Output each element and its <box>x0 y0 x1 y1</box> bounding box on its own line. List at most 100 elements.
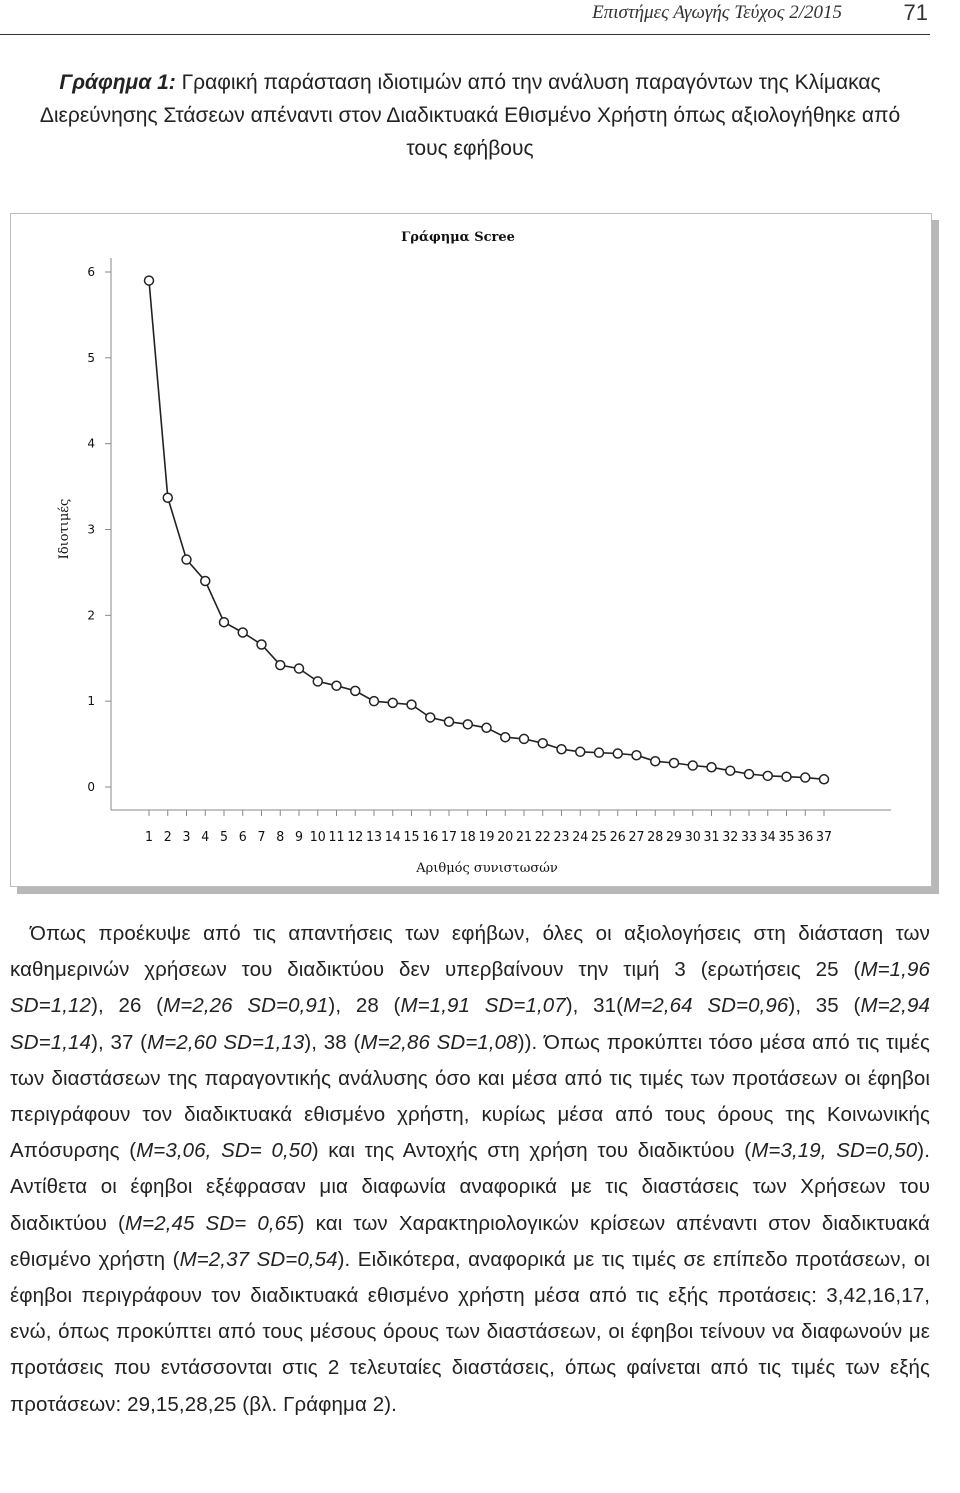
data-point-marker <box>575 746 586 758</box>
x-tick-label: 25 <box>591 830 607 845</box>
stat-value: M=1,96 SD=1,12 <box>10 958 930 1018</box>
data-point-marker <box>387 697 398 709</box>
x-tick-label: 15 <box>404 830 420 845</box>
data-point-marker <box>425 712 436 723</box>
data-point-marker <box>331 680 342 691</box>
x-tick-label: 1 <box>145 830 153 845</box>
data-point-marker <box>481 722 492 734</box>
data-point-marker <box>200 575 211 587</box>
data-point-marker <box>237 627 248 638</box>
stat-value: M=1,91 SD=1,07 <box>400 994 566 1018</box>
x-tick-label: 34 <box>760 830 776 845</box>
x-axis-ticks: 1 2 3 4 5 6 7 8 9 10 11 12 13 14 15 16 17 18 19 20 21 22 23 24 2… <box>145 810 832 845</box>
x-tick-label: 20 <box>497 830 513 845</box>
x-tick-label: 10 <box>310 830 326 845</box>
data-point-marker <box>725 765 736 776</box>
x-tick-label: 13 <box>366 830 382 845</box>
x-tick-label: 16 <box>422 830 438 845</box>
x-tick-label: 3 <box>183 830 191 845</box>
stat-value: M=2,64 SD=0,96 <box>623 994 789 1018</box>
page-number: 71 <box>903 0 928 25</box>
x-tick-label: 33 <box>741 830 757 845</box>
x-tick-label: 8 <box>276 830 284 845</box>
data-point-marker <box>293 663 305 674</box>
scree-plot: Γράφημα Scree Ιδιοτιμές Αριθμός συνιστωσ… <box>57 230 891 876</box>
data-point-marker <box>518 733 530 745</box>
stat-value: M=3,06, SD= 0,50 <box>136 1139 312 1163</box>
x-tick-label: 6 <box>239 830 247 845</box>
figure-label: Γράφημα 1: <box>59 71 176 94</box>
text-run: ), 31( <box>565 994 624 1018</box>
x-tick-label: 37 <box>816 830 832 845</box>
x-tick-label: 22 <box>535 830 551 845</box>
data-point-marker <box>593 747 605 758</box>
stat-value: M=3,19, SD=0,50 <box>751 1139 918 1163</box>
text-run: ). Αντίθετα οι έφηβοι εξέφρασαν μια διαφ… <box>10 1139 930 1235</box>
x-tick-label: 12 <box>347 830 363 845</box>
y-tick-label: 6 <box>87 265 95 279</box>
x-tick-label: 11 <box>329 830 345 845</box>
paragraph: Όπως προέκυψε από τις απαντήσεις των εφή… <box>10 916 930 1423</box>
data-point-marker <box>406 699 417 710</box>
stat-value: M=2,86 SD=1,08 <box>360 1030 518 1054</box>
eigenvalue-points <box>143 275 830 785</box>
y-axis-label: Ιδιοτιμές <box>57 499 72 560</box>
x-tick-label: 28 <box>647 830 663 845</box>
data-point-marker <box>612 748 623 759</box>
x-tick-label: 26 <box>610 830 626 845</box>
data-point-marker <box>143 275 155 286</box>
x-tick-label: 17 <box>441 830 457 845</box>
eigenvalue-series-line <box>148 280 825 781</box>
data-point-marker <box>256 639 267 650</box>
x-tick-label: 24 <box>572 830 588 845</box>
x-tick-label: 14 <box>385 830 401 845</box>
x-tick-label: 30 <box>685 830 701 845</box>
text-run: )). Όπως προκύπτει τόσο μέσα από τις τιμ… <box>10 1030 930 1163</box>
data-point-marker <box>668 757 680 769</box>
x-tick-label: 7 <box>258 830 266 845</box>
data-point-marker <box>762 770 773 782</box>
data-point-marker <box>818 774 830 785</box>
text-run: ), 37 ( <box>91 1030 148 1054</box>
x-tick-label: 21 <box>516 830 532 845</box>
data-point-marker <box>181 554 192 565</box>
x-tick-label: 4 <box>201 830 209 845</box>
x-tick-label: 27 <box>629 830 645 845</box>
x-tick-label: 29 <box>666 830 682 845</box>
stat-value: M=2,94 SD=1,14 <box>10 994 930 1054</box>
data-point-marker <box>500 731 511 743</box>
stat-value: M=2,60 SD=1,13 <box>147 1030 305 1054</box>
data-point-marker <box>537 737 548 749</box>
data-point-marker <box>631 749 642 761</box>
y-axis-ticks: 0 1 2 3 4 5 6 <box>87 265 111 794</box>
text-run: ) και των Χαρακτηριολογικών κρίσεων απέν… <box>10 1211 930 1271</box>
x-tick-label: 9 <box>295 830 303 845</box>
figure-caption: Γράφημα 1: Γραφική παράσταση ιδιοτιμών α… <box>20 66 920 165</box>
body-text: Όπως προέκυψε από τις απαντήσεις των εφή… <box>10 916 930 1423</box>
data-point-marker <box>350 685 361 697</box>
data-point-marker <box>218 616 230 628</box>
data-point-marker <box>368 695 380 707</box>
x-tick-label: 2 <box>164 830 172 845</box>
y-tick-label: 1 <box>87 694 95 708</box>
data-point-marker <box>162 492 173 503</box>
x-tick-label: 19 <box>479 830 495 845</box>
x-tick-label: 5 <box>220 830 228 845</box>
text-run: ), 38 ( <box>304 1030 361 1054</box>
data-point-marker <box>462 719 473 730</box>
running-head: Επιστήμες Αγωγής Τεύχος 2/2015 71 <box>0 0 930 35</box>
y-tick-label: 4 <box>87 437 95 451</box>
data-point-marker <box>687 760 698 771</box>
stat-value: M=2,26 SD=0,91 <box>163 994 329 1018</box>
x-tick-label: 32 <box>722 830 738 845</box>
data-point-marker <box>706 762 717 773</box>
data-point-marker <box>743 768 755 780</box>
figure-caption-text: Γραφική παράσταση ιδιοτιμών από την ανάλ… <box>39 71 901 160</box>
y-tick-label: 5 <box>87 351 95 365</box>
y-tick-label: 3 <box>87 523 95 537</box>
y-tick-label: 0 <box>87 780 95 794</box>
data-point-marker <box>800 772 811 783</box>
stat-value: M=2,45 SD= 0,65 <box>124 1211 298 1235</box>
text-run: ). Ειδικότερα, αναφορικά με τις τιμές σε… <box>10 1247 930 1416</box>
data-point-marker <box>650 756 661 767</box>
